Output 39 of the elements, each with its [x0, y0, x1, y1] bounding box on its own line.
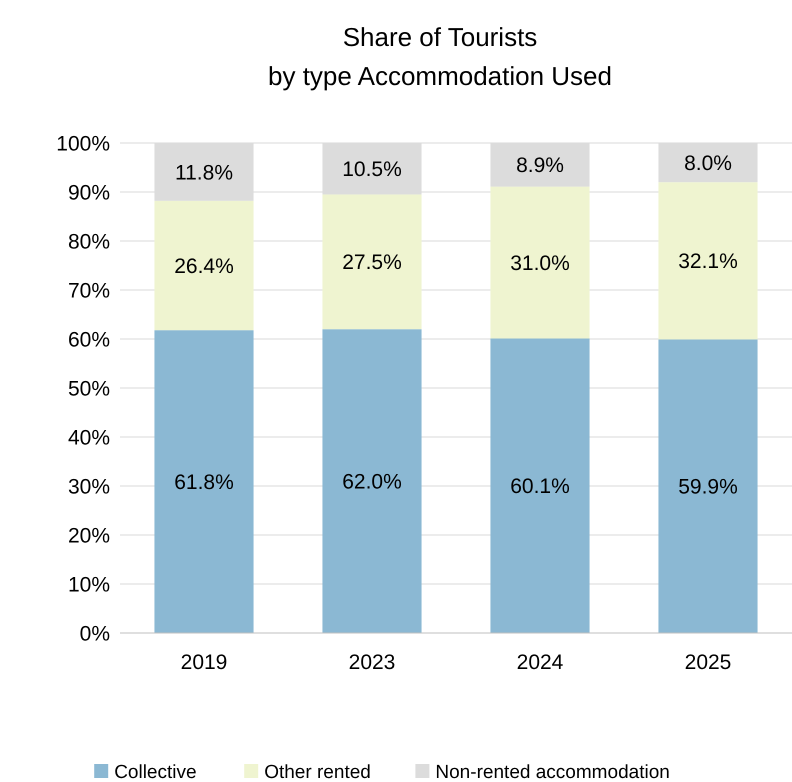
- y-tick-label: 100%: [56, 132, 110, 156]
- y-tick-label: 0%: [80, 622, 110, 646]
- data-label: 32.1%: [678, 250, 738, 274]
- data-label: 8.0%: [684, 152, 732, 175]
- bar: [154, 200, 254, 330]
- y-tick-label: 70%: [68, 279, 110, 302]
- legend-label: Non-rented accommodation: [435, 762, 670, 782]
- bar: [658, 182, 758, 340]
- data-label: 10.5%: [342, 158, 402, 182]
- x-tick-label: 2025: [684, 651, 732, 674]
- bar: [490, 338, 590, 633]
- legend-label: Collective: [114, 762, 197, 782]
- y-tick-label: 50%: [68, 377, 110, 400]
- x-tick-label: 2023: [348, 651, 396, 674]
- bar: [490, 186, 590, 339]
- y-tick-label: 40%: [68, 426, 110, 450]
- data-label: 59.9%: [678, 476, 738, 499]
- bar: [154, 330, 254, 633]
- data-label: 11.8%: [175, 161, 233, 184]
- y-tick-label: 20%: [68, 524, 110, 548]
- x-tick-label: 2024: [516, 651, 564, 674]
- y-tick-label: 80%: [68, 230, 110, 254]
- data-label: 62.0%: [342, 470, 402, 494]
- y-tick-label: 10%: [68, 573, 110, 596]
- data-label: 61.8%: [174, 470, 234, 494]
- bar: [322, 194, 422, 330]
- chart-title: Share of Tourists by type Accommodation Used: [268, 22, 612, 91]
- y-tick-label: 90%: [68, 181, 110, 204]
- data-label: 27.5%: [342, 251, 402, 274]
- legend-label: Other rented: [264, 762, 371, 782]
- data-label: 31.0%: [510, 252, 570, 275]
- data-label: 8.9%: [516, 154, 564, 178]
- bar: [658, 339, 758, 633]
- data-label: 60.1%: [510, 475, 570, 498]
- y-tick-label: 30%: [68, 475, 110, 498]
- bar: [322, 329, 422, 633]
- y-tick-label: 60%: [68, 328, 110, 352]
- x-tick-label: 2019: [180, 651, 228, 674]
- data-label: 26.4%: [174, 254, 234, 278]
